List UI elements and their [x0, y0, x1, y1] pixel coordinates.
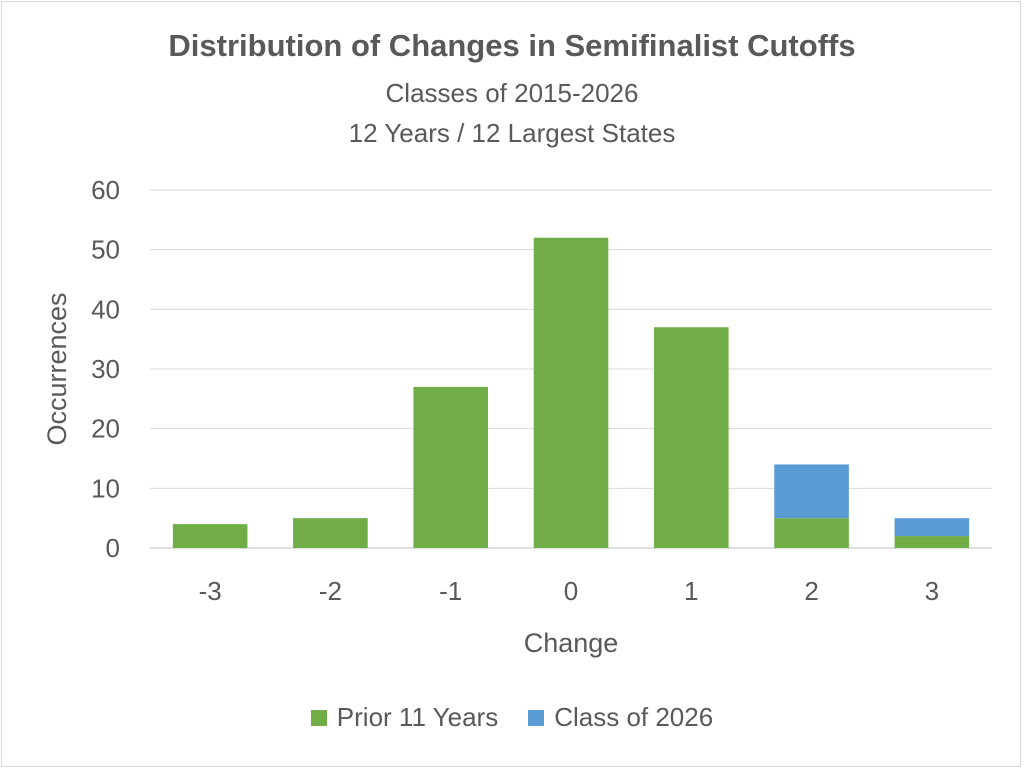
bar-prior-years-0: [533, 237, 609, 548]
chart-subtitle-line-2: 12 Years / 12 Largest States: [348, 118, 676, 148]
x-tick-label: -1: [439, 576, 462, 606]
bar-prior-years-1: [653, 327, 729, 548]
bar-prior-years--1: [413, 386, 489, 548]
y-tick-label: 0: [106, 533, 120, 563]
legend-swatch-prior-years: [310, 709, 327, 726]
x-tick-label: 3: [925, 576, 939, 606]
legend-swatch-class-2026: [528, 709, 545, 726]
legend-label-class-2026: Class of 2026: [554, 702, 714, 732]
x-tick-label: 2: [804, 576, 818, 606]
y-tick-label: 20: [91, 414, 120, 444]
y-tick-label: 30: [91, 354, 120, 384]
legend-item-prior-years: Prior 11 Years: [310, 702, 499, 733]
bar-class-2026-3: [894, 518, 970, 537]
bar-prior-years-2: [774, 518, 849, 548]
bar-prior-years--2: [293, 518, 368, 548]
bar-prior-years--3: [172, 524, 248, 548]
chart-legend: Prior 11 Years Class of 2026: [0, 702, 1024, 733]
chart-subtitle-line-1: Classes of 2015-2026: [385, 78, 639, 108]
y-tick-label: 10: [91, 473, 120, 503]
x-tick-label: -2: [319, 576, 342, 606]
legend-label-prior-years: Prior 11 Years: [336, 702, 499, 732]
x-tick-label: -3: [199, 576, 222, 606]
bar-prior-years-3: [894, 536, 970, 548]
x-tick-label: 0: [564, 576, 578, 606]
y-tick-label: 40: [91, 294, 120, 324]
y-tick-label: 50: [91, 235, 120, 265]
y-tick-label: 60: [91, 175, 120, 205]
bar-class-2026-2: [774, 464, 849, 519]
legend-item-class-2026: Class of 2026: [528, 702, 713, 733]
y-axis-title: Occurrences: [42, 292, 72, 445]
x-axis-title: Change: [524, 628, 619, 658]
chart-title: Distribution of Changes in Semifinalist …: [168, 28, 856, 63]
x-tick-label: 1: [684, 576, 698, 606]
